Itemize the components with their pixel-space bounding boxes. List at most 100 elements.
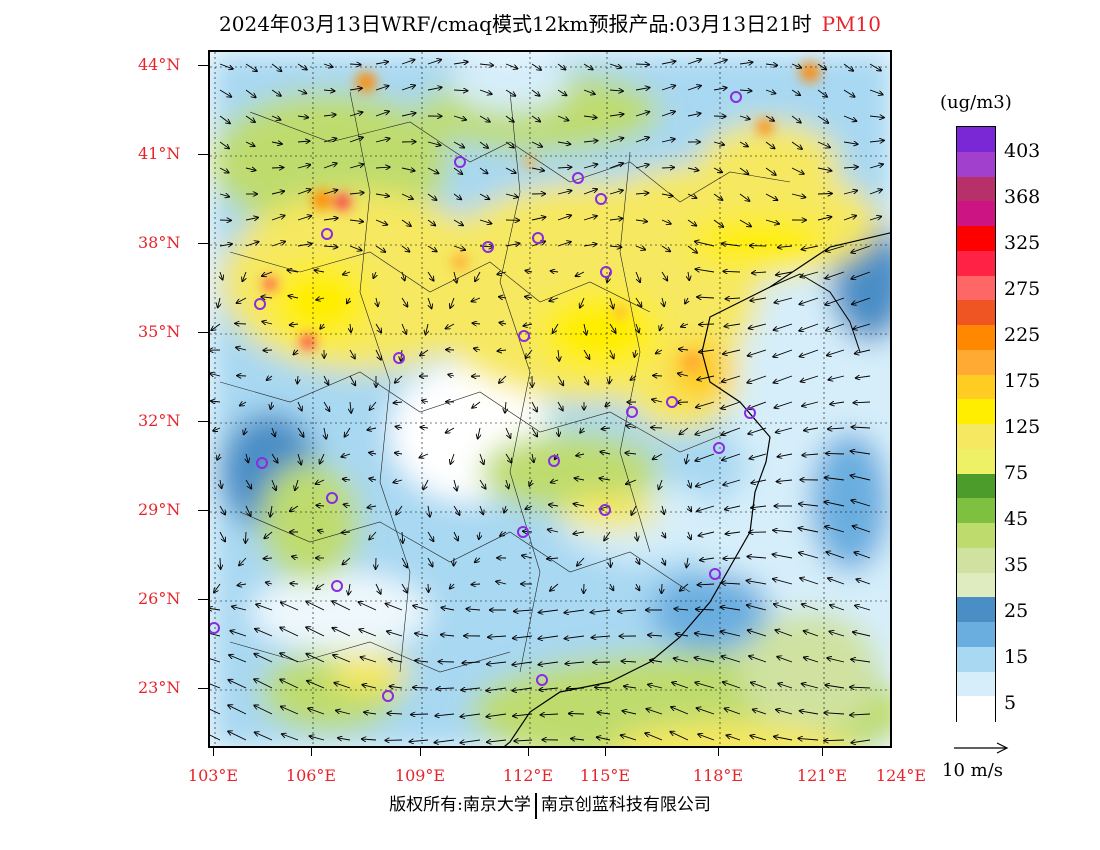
- wind-arrow: [239, 557, 247, 565]
- wind-arrow: [333, 655, 351, 663]
- lat-tick: [198, 599, 208, 600]
- wind-arrow: [232, 606, 247, 611]
- wind-arrow: [486, 688, 507, 691]
- wind-arrow: [531, 141, 542, 147]
- wind-arrow: [659, 479, 662, 489]
- wind-arrow: [539, 610, 559, 613]
- wind-arrow: [375, 245, 385, 252]
- wind-arrow: [480, 505, 483, 514]
- wind-arrow: [851, 271, 871, 279]
- wind-arrow: [242, 271, 246, 281]
- wind-arrow: [739, 90, 752, 91]
- wind-arrow: [853, 632, 871, 637]
- wind-arrow: [699, 324, 715, 325]
- wind-arrow: [725, 505, 741, 509]
- wind-arrow: [726, 532, 741, 534]
- concentration-field: [210, 52, 890, 746]
- wind-arrow: [676, 634, 689, 636]
- wind-arrow: [850, 687, 871, 688]
- wind-arrow: [271, 401, 273, 409]
- wind-arrow: [622, 711, 637, 714]
- wind-arrow: [583, 216, 597, 221]
- wind-arrow: [479, 89, 492, 94]
- colorbar-cell: [957, 671, 995, 697]
- wind-arrow: [622, 661, 637, 662]
- lat-label-35n: 35°N: [138, 322, 181, 341]
- wind-arrow: [342, 557, 351, 565]
- wind-arrow: [599, 478, 611, 480]
- wind-arrow: [375, 167, 390, 168]
- wind-arrow: [479, 64, 493, 65]
- wind-arrow: [609, 63, 621, 68]
- wind-arrow: [636, 323, 639, 332]
- wind-arrow: [323, 375, 328, 385]
- wind-arrow: [773, 579, 793, 585]
- wind-arrow: [349, 112, 363, 117]
- wind-arrow: [264, 558, 273, 559]
- wind-arrow: [799, 504, 819, 506]
- wind-arrow: [750, 453, 767, 459]
- wind-arrow: [271, 479, 276, 490]
- wind-arrow: [635, 137, 649, 143]
- wind-arrow: [804, 631, 819, 637]
- wind-arrow: [854, 552, 871, 559]
- wind-arrow: [531, 63, 541, 70]
- wind-arrow: [636, 531, 637, 541]
- wind-arrow: [423, 479, 429, 489]
- wind-arrow: [323, 246, 337, 247]
- wind-arrow: [323, 190, 337, 195]
- wind-arrow: [396, 505, 403, 515]
- colorbar-label: 225: [1004, 324, 1041, 346]
- wind-arrow: [214, 583, 221, 592]
- wind-arrow: [323, 401, 330, 411]
- wind-arrow: [661, 111, 675, 117]
- lat-lon-grid: [210, 52, 890, 746]
- wind-arrow: [695, 427, 715, 435]
- wind-arrow: [245, 218, 258, 221]
- colorbar-label: 125: [1004, 416, 1041, 438]
- wind-arrow: [349, 245, 362, 250]
- lon-tick: [528, 748, 529, 756]
- wind-arrow: [426, 323, 429, 335]
- wind-arrow: [349, 349, 355, 359]
- wind-arrow: [817, 115, 828, 123]
- colorbar-label: 45: [1004, 508, 1029, 530]
- copyright-right: 南京创蓝科技有限公司: [540, 795, 711, 815]
- wind-arrow: [347, 297, 350, 303]
- wind-arrow: [332, 628, 351, 637]
- wind-arrow: [297, 165, 310, 168]
- lon-tick: [420, 748, 421, 756]
- wind-arrow: [721, 427, 741, 435]
- wind-arrow: [583, 189, 597, 195]
- wind-arrow: [557, 375, 563, 385]
- wind-arrow: [681, 324, 689, 327]
- copyright-footer: 版权所有:南京大学 南京创蓝科技有限公司: [0, 790, 1100, 819]
- wind-arrow: [855, 349, 871, 354]
- wind-arrow: [843, 191, 857, 195]
- wind-arrow: [453, 141, 464, 148]
- wind-arrow: [597, 737, 611, 740]
- wind-arrow: [393, 480, 403, 483]
- wind-arrow: [721, 401, 741, 409]
- wind-arrow: [350, 323, 351, 332]
- wind-arrow: [479, 167, 488, 174]
- colorbar-cell: [957, 547, 995, 573]
- wind-arrow: [851, 659, 871, 662]
- lon-label-112e: 112°E: [502, 766, 554, 785]
- wind-arrow: [765, 90, 775, 94]
- wind-arrow: [453, 505, 460, 515]
- wind-arrow: [609, 218, 623, 220]
- wind-arrow: [450, 453, 454, 464]
- wind-arrow: [774, 297, 793, 303]
- wind-arrow: [497, 272, 507, 274]
- wind-arrow: [364, 712, 377, 714]
- wind-arrow: [487, 740, 507, 742]
- wind-arrow: [323, 163, 337, 169]
- wind-arrow: [687, 86, 701, 91]
- wind-arrow: [574, 504, 585, 506]
- wind-arrow: [266, 582, 273, 584]
- wind-arrow: [595, 687, 611, 688]
- wind-arrow: [551, 480, 559, 483]
- colorbar-cell: [957, 151, 995, 177]
- wind-arrow: [571, 739, 585, 741]
